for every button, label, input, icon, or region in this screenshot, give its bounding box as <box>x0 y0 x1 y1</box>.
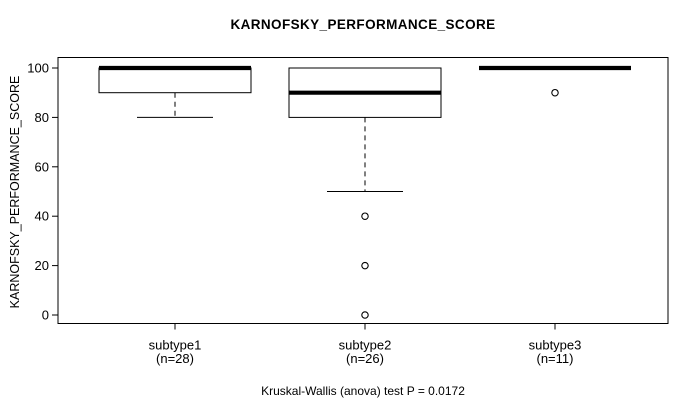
group-label: subtype3 <box>529 338 582 353</box>
group-label: subtype1 <box>149 338 202 353</box>
outlier-point <box>361 311 369 319</box>
outlier-point <box>551 88 559 97</box>
group-n-label: (n=26) <box>346 351 384 366</box>
chart-title: KARNOFSKY_PERFORMANCE_SCORE <box>230 17 496 32</box>
plot-frame <box>57 57 669 324</box>
stat-test-caption: Kruskal-Wallis (anova) test P = 0.0172 <box>261 384 465 398</box>
y-tick-label: 20 <box>35 258 49 273</box>
outlier-point <box>361 261 369 270</box>
y-tick-label: 0 <box>42 308 49 323</box>
y-tick-label: 60 <box>35 159 49 174</box>
group-n-label: (n=11) <box>537 351 574 366</box>
y-tick-label: 80 <box>35 110 49 125</box>
y-tick-label: 100 <box>27 61 49 76</box>
outlier-point <box>361 212 369 220</box>
y-tick-label: 40 <box>35 209 49 224</box>
group-label: subtype2 <box>339 338 392 353</box>
iqr-box <box>98 67 252 94</box>
group-n-label: (n=28) <box>156 351 194 366</box>
